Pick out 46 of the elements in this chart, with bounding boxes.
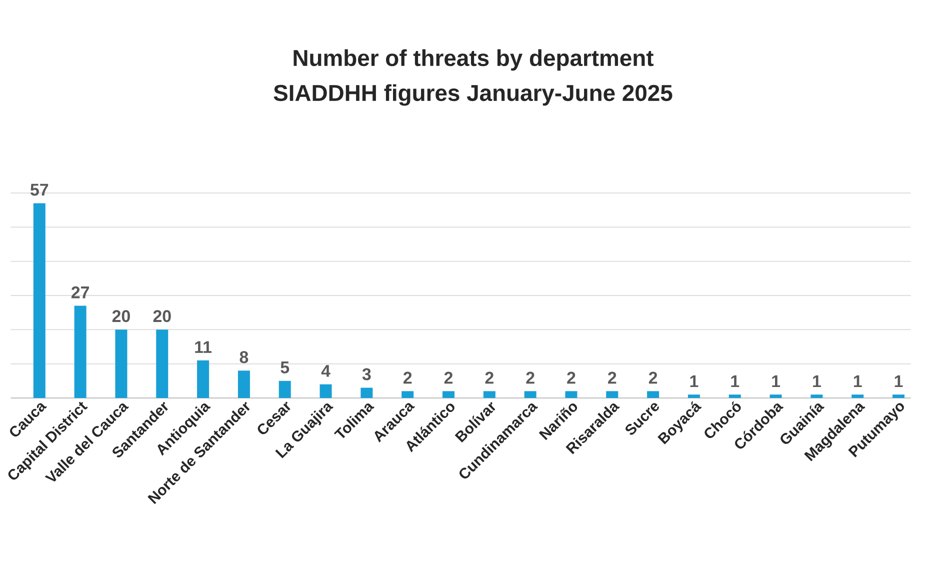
bar <box>115 330 128 398</box>
bar <box>892 394 904 398</box>
bar <box>238 370 250 398</box>
data-label: 2 <box>485 372 494 384</box>
data-label: 57 <box>30 184 48 196</box>
data-label: 1 <box>854 375 862 388</box>
bar <box>852 394 864 398</box>
bar <box>606 391 618 398</box>
data-label: 8 <box>240 351 248 364</box>
data-label: 2 <box>608 372 616 384</box>
data-label: 1 <box>772 375 780 388</box>
bar <box>33 203 46 398</box>
bar <box>524 391 536 398</box>
data-label: 2 <box>403 372 412 384</box>
data-label: 2 <box>444 372 453 384</box>
data-label: 20 <box>112 310 130 322</box>
chart-subtitle: SIADDHH figures January-June 2025 <box>274 84 672 106</box>
data-label: 27 <box>71 286 89 298</box>
data-label: 1 <box>690 375 698 388</box>
bar <box>278 380 291 398</box>
bar <box>810 394 823 398</box>
data-label: 11 <box>195 341 212 353</box>
data-label: 1 <box>731 375 740 388</box>
data-label: 2 <box>567 372 576 384</box>
bar <box>565 391 578 398</box>
bar <box>156 330 168 398</box>
bar <box>197 360 210 398</box>
bar <box>688 394 700 398</box>
bar <box>360 388 373 398</box>
data-label: 4 <box>321 365 330 377</box>
data-label: 1 <box>813 375 821 388</box>
bar <box>647 391 660 398</box>
data-label: 1 <box>894 375 903 388</box>
data-label: 3 <box>362 368 371 380</box>
bar <box>442 391 454 398</box>
data-label: 20 <box>153 310 171 322</box>
bar <box>728 394 741 398</box>
data-label: 5 <box>280 362 290 374</box>
bar <box>402 391 414 398</box>
bar <box>483 391 496 398</box>
bar <box>320 384 332 398</box>
bar <box>770 394 782 398</box>
data-label: 2 <box>648 372 658 384</box>
bar <box>74 306 86 398</box>
data-label: 2 <box>526 372 534 384</box>
chart-title: Number of threats by department <box>294 49 654 71</box>
